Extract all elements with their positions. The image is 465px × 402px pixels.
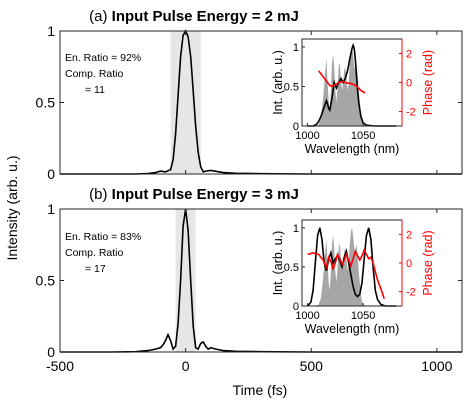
- inset-xtick-label: 1050: [351, 310, 375, 322]
- inset-ytick-right-label: 0: [406, 78, 412, 90]
- panel-b-title: (b) Input Pulse Energy = 3 mJ: [89, 186, 299, 203]
- panel-b-ytick-label: 0.5: [36, 273, 56, 289]
- panel-a-y-ticks: 00.51: [36, 23, 462, 182]
- panel-b-ytick-label: 0: [47, 344, 55, 360]
- panel-a: 00.51 (a) Input Pulse Energy = 2 mJ En. …: [36, 8, 463, 182]
- x-axis-label: Time (fs): [233, 382, 288, 398]
- inset-ytick-left-label: 0.5: [284, 262, 299, 274]
- panel-b: 00.51 -500 0 500 1000 (b) Input Pulse Energ…: [36, 186, 463, 374]
- panel-a-comp-ratio-label: Comp. Ratio: [65, 68, 124, 80]
- inset-y-axis-label-left: Int. (arb. u.): [271, 50, 285, 115]
- panel-b-comp-ratio-label: Comp. Ratio: [65, 247, 124, 259]
- panel-a-ytick-label: 0.5: [36, 95, 56, 111]
- panel-a-title: (a) Input Pulse Energy = 2 mJ: [89, 8, 299, 25]
- inset-ytick-left-label: 0: [293, 301, 299, 313]
- inset-phase-line: [318, 70, 366, 94]
- panel-b-ytick-label: 1: [47, 201, 55, 217]
- y-axis-label: Intensity (arb. u.): [4, 155, 20, 260]
- inset-ytick-right-label: 2: [406, 49, 412, 61]
- inset-ytick-right-label: 0: [406, 258, 412, 270]
- inset-ytick-left-label: 1: [293, 42, 299, 54]
- xtick-label: -500: [46, 358, 74, 374]
- panel-a-pulse-line: [60, 29, 462, 175]
- inset-xtick-label: 1050: [351, 130, 375, 142]
- panel-a-shaded-band: [170, 31, 201, 174]
- inset-y-axis-label-right: Phase (rad): [421, 50, 435, 115]
- panel-a-ytick-label: 0: [47, 166, 55, 182]
- inset-ytick-left-label: 0: [293, 121, 299, 133]
- panel-b-comp-ratio-value: = 17: [85, 263, 106, 275]
- inset-x-axis-label: Wavelength (nm): [305, 142, 400, 156]
- inset-phase-line: [307, 248, 385, 300]
- inset-intensity-line: [306, 227, 397, 307]
- panel-a-comp-ratio-value: = 11: [85, 84, 105, 96]
- inset-ytick-left-label: 1: [293, 223, 299, 235]
- inset-xtick-label: 1000: [295, 130, 319, 142]
- panel-b-x-ticks: -500 0 500 1000: [46, 209, 453, 374]
- panel-b-energy-ratio: En. Ratio = 83%: [65, 231, 141, 243]
- xtick-label: 500: [300, 358, 324, 374]
- inset-spectrum-fill: [316, 46, 368, 126]
- panel-a-ytick-label: 1: [47, 23, 55, 39]
- inset-spectrum-fill: [316, 227, 368, 306]
- inset-ytick-right-label: 2: [406, 229, 412, 241]
- panel-b-pulse-line: [60, 208, 462, 353]
- panel-b-y-ticks: 00.51: [36, 201, 462, 360]
- panel-a-energy-ratio: En. Ratio = 92%: [65, 52, 141, 64]
- inset-y-axis-label-right: Phase (rad): [421, 230, 435, 295]
- xtick-label: 1000: [421, 358, 452, 374]
- inset-ytick-right-label: -2: [406, 287, 416, 299]
- inset-y-axis-label-left: Int. (arb. u.): [271, 231, 285, 296]
- inset-xtick-label: 1000: [295, 310, 319, 322]
- panel-a-x-ticks: [59, 31, 438, 174]
- inset-ytick-left-label: 0.5: [284, 81, 299, 93]
- panel-b-shaded-band: [175, 209, 196, 352]
- inset-x-axis-label: Wavelength (nm): [305, 322, 400, 336]
- inset-ytick-right-label: -2: [406, 107, 416, 119]
- xtick-label: 0: [182, 358, 190, 374]
